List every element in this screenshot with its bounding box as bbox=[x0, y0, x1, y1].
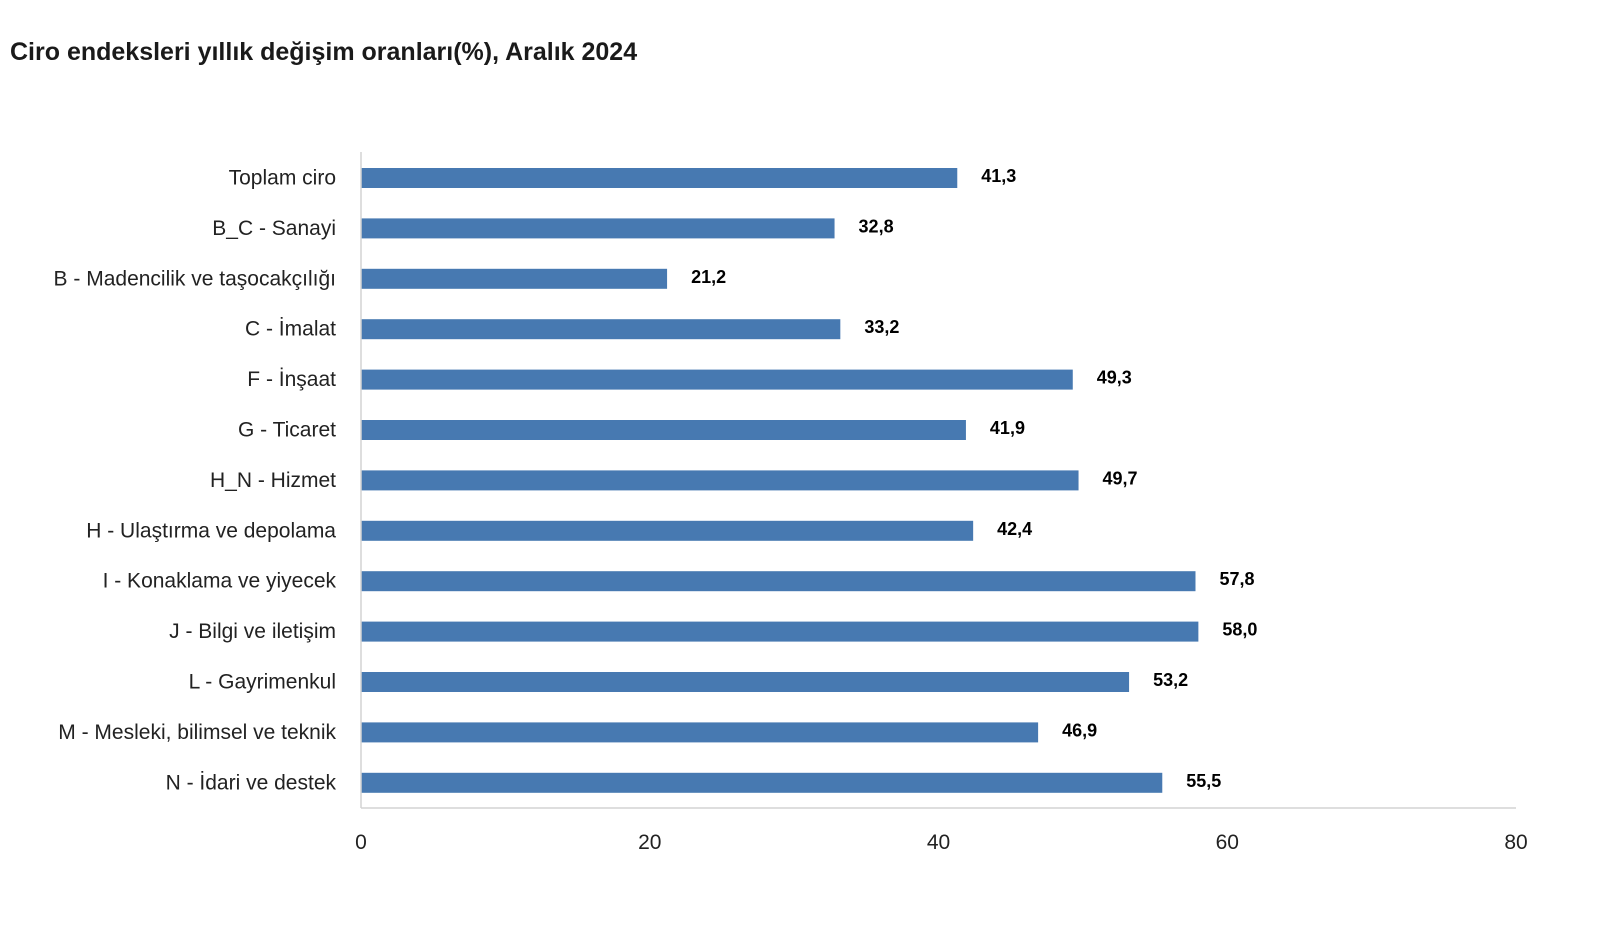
x-tick-label: 40 bbox=[927, 831, 950, 854]
data-label: 55,5 bbox=[1186, 771, 1221, 791]
value-labels: 41,3 32,8 21,2 33,2 49,3 41,9 49,7 42,4 57,8 58,0… bbox=[691, 166, 1257, 791]
category-label: I - Konaklama ve yiyecek bbox=[103, 570, 337, 593]
bar bbox=[361, 772, 1163, 793]
category-label: B_C - Sanayi bbox=[212, 217, 336, 240]
category-label: G - Ticaret bbox=[238, 419, 336, 442]
bars-layer bbox=[361, 168, 1199, 793]
data-label: 32,8 bbox=[859, 216, 894, 236]
bar bbox=[361, 319, 841, 340]
category-label: H_N - Hizmet bbox=[210, 469, 336, 492]
bar bbox=[361, 621, 1199, 642]
bar bbox=[361, 268, 668, 289]
bar bbox=[361, 571, 1196, 592]
category-label: H - Ulaştırma ve depolama bbox=[86, 519, 336, 542]
bar bbox=[361, 672, 1130, 692]
data-label: 57,8 bbox=[1219, 569, 1254, 589]
category-label: J - Bilgi ve iletişim bbox=[169, 620, 336, 643]
category-label: B - Madencilik ve taşocakçılığı bbox=[54, 267, 336, 290]
bar bbox=[361, 722, 1039, 743]
data-label: 21,2 bbox=[691, 267, 726, 287]
bar bbox=[361, 369, 1073, 390]
category-label: L - Gayrimenkul bbox=[189, 671, 336, 694]
bar bbox=[361, 420, 966, 440]
category-label: C - İmalat bbox=[245, 318, 336, 341]
x-tick-label: 0 bbox=[355, 831, 367, 854]
data-label: 58,0 bbox=[1222, 620, 1257, 640]
data-label: 33,2 bbox=[864, 317, 899, 337]
x-tick-label: 80 bbox=[1504, 831, 1527, 854]
bar bbox=[361, 470, 1079, 491]
data-label: 49,7 bbox=[1103, 468, 1138, 488]
data-label: 49,3 bbox=[1097, 368, 1132, 388]
data-label: 42,4 bbox=[997, 519, 1032, 539]
category-label: Toplam ciro bbox=[229, 167, 336, 190]
chart-title: Ciro endeksleri yıllık değişim oranları(… bbox=[10, 38, 638, 66]
data-label: 41,3 bbox=[981, 166, 1016, 186]
bar bbox=[361, 218, 835, 239]
data-label: 46,9 bbox=[1062, 720, 1097, 740]
category-label: M - Mesleki, bilimsel ve teknik bbox=[58, 721, 336, 744]
data-label: 53,2 bbox=[1153, 670, 1188, 690]
category-labels: Toplam ciro B_C - Sanayi B - Madencilik ve… bbox=[54, 167, 337, 795]
data-label: 41,9 bbox=[990, 418, 1025, 438]
category-label: F - İnşaat bbox=[247, 368, 336, 391]
x-tick-label: 20 bbox=[638, 831, 661, 854]
axes: 0 20 40 60 80 bbox=[355, 152, 1528, 854]
x-tick-label: 60 bbox=[1216, 831, 1239, 854]
bar bbox=[361, 520, 974, 541]
category-label: N - İdari ve destek bbox=[166, 771, 337, 794]
bar bbox=[361, 168, 958, 188]
